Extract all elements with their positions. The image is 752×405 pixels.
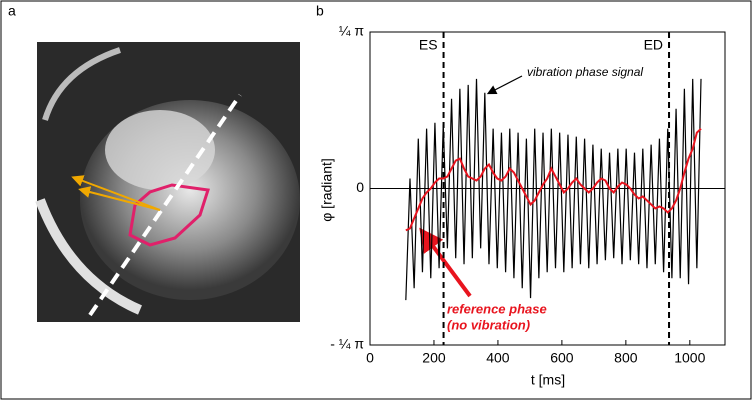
event-label: ED	[644, 37, 663, 53]
annotation: (no vibration)	[447, 317, 530, 332]
y-tick-label: 0	[356, 179, 364, 195]
x-axis-label: t [ms]	[531, 372, 565, 388]
x-tick-label: 800	[614, 350, 638, 366]
x-tick-label: 200	[422, 350, 446, 366]
x-tick-label: 400	[486, 350, 510, 366]
series-line	[405, 78, 702, 301]
mri-image	[35, 42, 300, 322]
x-tick-label: 1000	[674, 350, 705, 366]
annotation-arrow	[486, 75, 523, 95]
x-tick-label: 600	[550, 350, 574, 366]
annotation: vibration phase signal	[527, 65, 643, 79]
annotation: reference phase	[447, 301, 547, 316]
y-tick-label: - ¼ π	[330, 336, 364, 352]
series-line	[405, 127, 702, 232]
x-tick-label: 0	[366, 350, 374, 366]
panel-label: a	[8, 3, 16, 19]
event-label: ES	[419, 37, 438, 53]
panel-label: b	[316, 3, 324, 19]
y-axis-label: φ [radiant]	[319, 158, 335, 222]
y-tick-label: ¼ π	[339, 23, 365, 39]
